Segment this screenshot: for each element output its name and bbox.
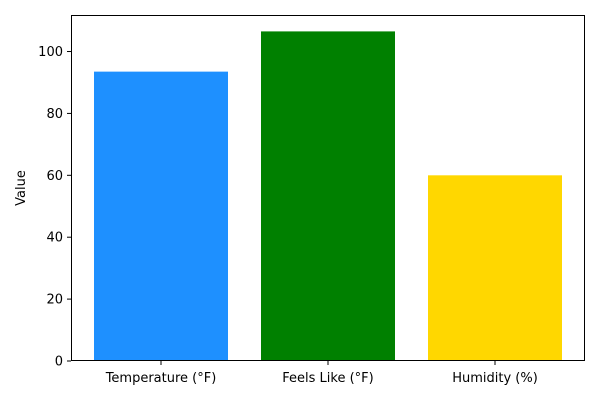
y-tick-label-3: 60 <box>46 169 63 184</box>
y-tick-label-4: 80 <box>46 107 63 122</box>
y-tick-label-1: 20 <box>46 293 63 308</box>
plot-frame <box>71 15 585 361</box>
x-tick-label-0: Temperature (°F) <box>105 371 217 386</box>
x-tick-label-1: Feels Like (°F) <box>282 371 373 386</box>
bar-1 <box>261 31 395 362</box>
y-axis: 0 20 40 60 80 100 <box>38 45 71 370</box>
bar-2 <box>428 175 562 361</box>
y-tick-label-0: 0 <box>55 355 63 370</box>
x-axis: Temperature (°F) Feels Like (°F) Humidity … <box>105 361 538 386</box>
bar-0 <box>94 71 228 361</box>
y-tick-label-2: 40 <box>46 231 63 246</box>
y-axis-label: Value <box>14 170 29 206</box>
x-tick-label-2: Humidity (%) <box>452 371 538 386</box>
y-tick-label-5: 100 <box>38 45 63 60</box>
bars-group <box>94 31 562 362</box>
